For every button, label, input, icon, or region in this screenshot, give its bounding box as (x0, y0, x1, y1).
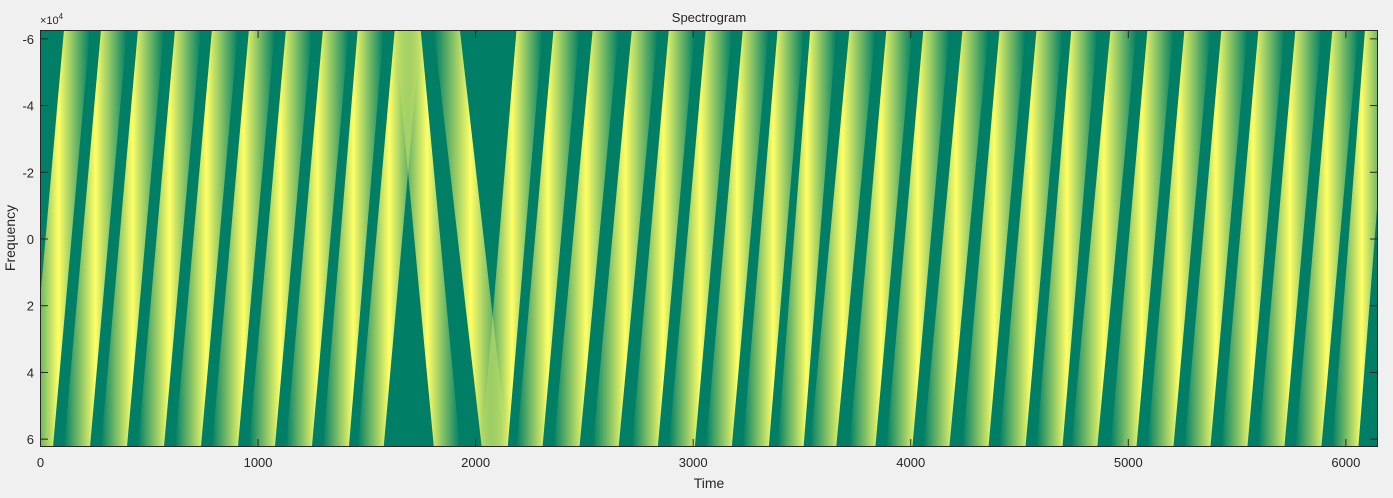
chirp-up-4 (174, 30, 238, 447)
chirp-up-33 (1332, 30, 1378, 447)
y-axis-label: Frequency (2, 205, 18, 271)
y-tick-label: -2 (22, 165, 34, 180)
y-tick-label: 6 (27, 432, 34, 447)
chirp-up-11 (516, 30, 580, 447)
chirp-up-20 (849, 30, 913, 447)
chirp-up-19 (810, 30, 876, 447)
chirp-up-17 (742, 30, 804, 447)
chirp-up-1 (63, 30, 127, 447)
y-tick-label: 0 (27, 232, 34, 247)
chirp-up-31 (1258, 30, 1322, 447)
y-tick-label: -4 (22, 99, 34, 114)
chirp-up-0 (40, 30, 90, 447)
chirp-up-18 (777, 30, 837, 447)
y-tick-label: 4 (27, 365, 34, 380)
x-tick-label: 6000 (1331, 455, 1360, 470)
chart-title: Spectrogram (672, 10, 746, 25)
chirp-down-1 (433, 30, 508, 447)
chirp-up-27 (1110, 30, 1174, 447)
chirp-up-28 (1147, 30, 1211, 447)
y-axis: -6 -4 -2 0 2 4 6 (22, 32, 1378, 447)
x-tick-label: 1000 (244, 455, 273, 470)
chirp-up-2 (100, 30, 164, 447)
x-axis: 0 1000 2000 3000 4000 5000 6000 (37, 30, 1360, 470)
x-tick-label: 3000 (679, 455, 708, 470)
chirp-up-22 (923, 30, 989, 447)
x-tick-label: 5000 (1114, 455, 1143, 470)
chirp-up-14 (631, 30, 695, 447)
chirp-up-10 (481, 30, 543, 447)
chirp-up-3 (137, 30, 201, 447)
chirp-down-0 (394, 30, 460, 447)
y-exponent-power: 4 (59, 12, 64, 21)
chirp-up-16 (705, 30, 769, 447)
chirp-up-32 (1295, 30, 1359, 447)
chirp-up-21 (886, 30, 950, 447)
x-tick-label: 4000 (896, 455, 925, 470)
chirp-up-26 (1071, 30, 1137, 447)
chirp-up-29 (1184, 30, 1248, 447)
chirp-up-6 (248, 30, 312, 447)
chirp-up-25 (1036, 30, 1098, 447)
chirp-up-8 (322, 30, 384, 447)
chirp-up-30 (1221, 30, 1285, 447)
x-tick-label: 2000 (461, 455, 490, 470)
y-exponent-label: ×104 (40, 12, 64, 27)
chirp-up-24 (999, 30, 1063, 447)
chirp-up-13 (592, 30, 658, 447)
chirp-up-7 (285, 30, 349, 447)
chirp-up-23 (962, 30, 1026, 447)
x-axis-label: Time (694, 475, 725, 491)
chirp-up-12 (553, 30, 619, 447)
y-tick-label: 2 (27, 299, 34, 314)
chirp-up-15 (668, 30, 732, 447)
y-tick-label: -6 (22, 32, 34, 47)
x-tick-label: 0 (37, 455, 44, 470)
chirp-up-5 (211, 30, 275, 447)
chirp-bands (40, 30, 1378, 447)
